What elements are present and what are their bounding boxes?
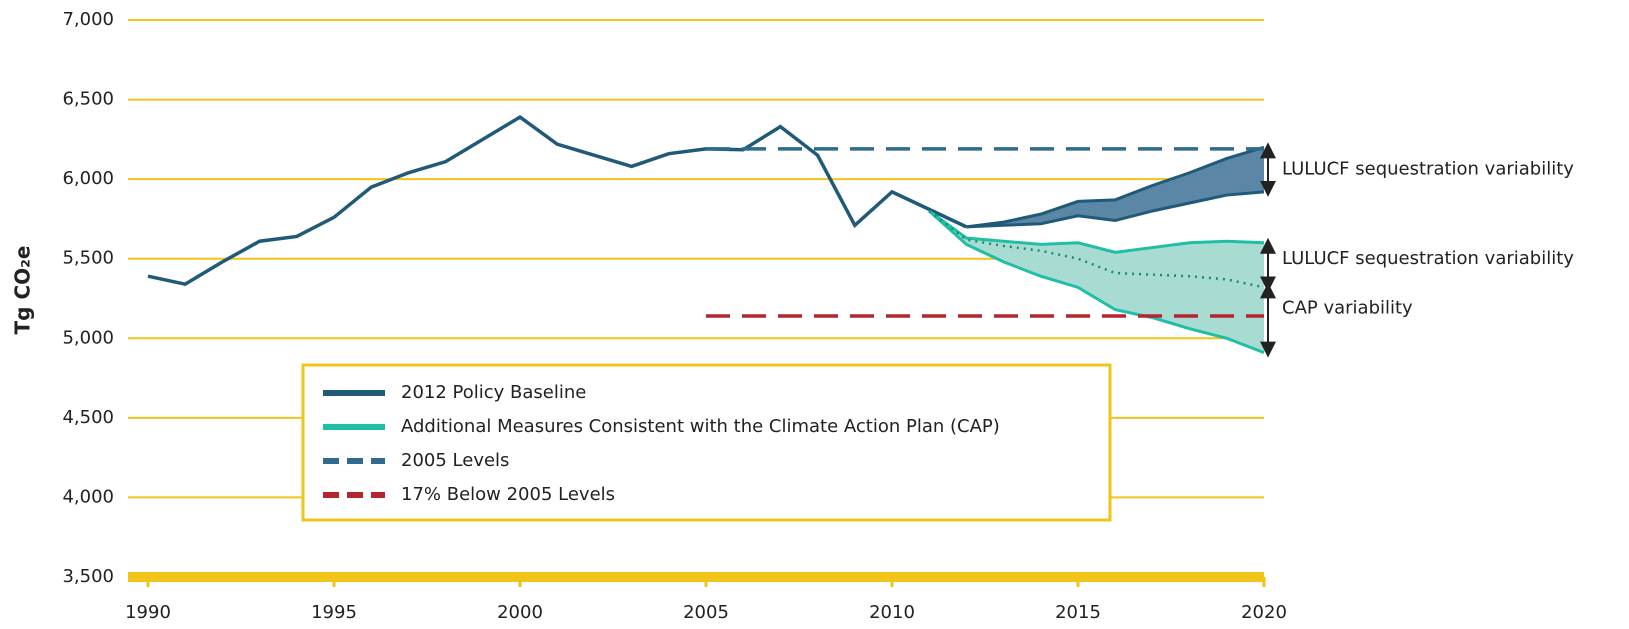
y-tick-label: 7,000 bbox=[62, 9, 114, 30]
legend bbox=[301, 363, 1112, 522]
annotation: LULUCF sequestration variability bbox=[1282, 248, 1574, 269]
legend-label: Additional Measures Consistent with the … bbox=[401, 416, 1000, 437]
x-tick-label: 1995 bbox=[311, 602, 357, 623]
y-tick-label: 6,000 bbox=[62, 168, 114, 189]
x-tick-label: 2020 bbox=[1241, 602, 1287, 623]
y-tick-label: 5,500 bbox=[62, 248, 114, 269]
x-tick-label: 2015 bbox=[1055, 602, 1101, 623]
x-tick-label: 1990 bbox=[125, 602, 171, 623]
annotation: CAP variability bbox=[1282, 298, 1413, 319]
band bbox=[929, 210, 1264, 353]
x-tick-label: 2010 bbox=[869, 602, 915, 623]
band-edge bbox=[966, 145, 1265, 229]
band bbox=[966, 147, 1264, 227]
y-tick-label: 5,000 bbox=[62, 327, 114, 348]
y-tick-label: 6,500 bbox=[62, 89, 114, 110]
band-edge bbox=[928, 209, 1265, 355]
legend-label: 2012 Policy Baseline bbox=[401, 382, 586, 403]
y-tick-label: 4,500 bbox=[62, 407, 114, 428]
annotation: LULUCF sequestration variability bbox=[1282, 159, 1574, 180]
legend-label: 2005 Levels bbox=[401, 450, 509, 471]
band-edge bbox=[928, 209, 1265, 254]
x-tick-label: 2005 bbox=[683, 602, 729, 623]
legend-label: 17% Below 2005 Levels bbox=[401, 484, 615, 505]
line bbox=[147, 114, 968, 287]
y-tick-label: 4,000 bbox=[62, 486, 114, 507]
y-axis-label: Tg CO₂e bbox=[11, 246, 35, 335]
y-tick-label: 3,500 bbox=[62, 566, 114, 587]
x-tick-label: 2000 bbox=[497, 602, 543, 623]
band-edge bbox=[966, 190, 1265, 229]
